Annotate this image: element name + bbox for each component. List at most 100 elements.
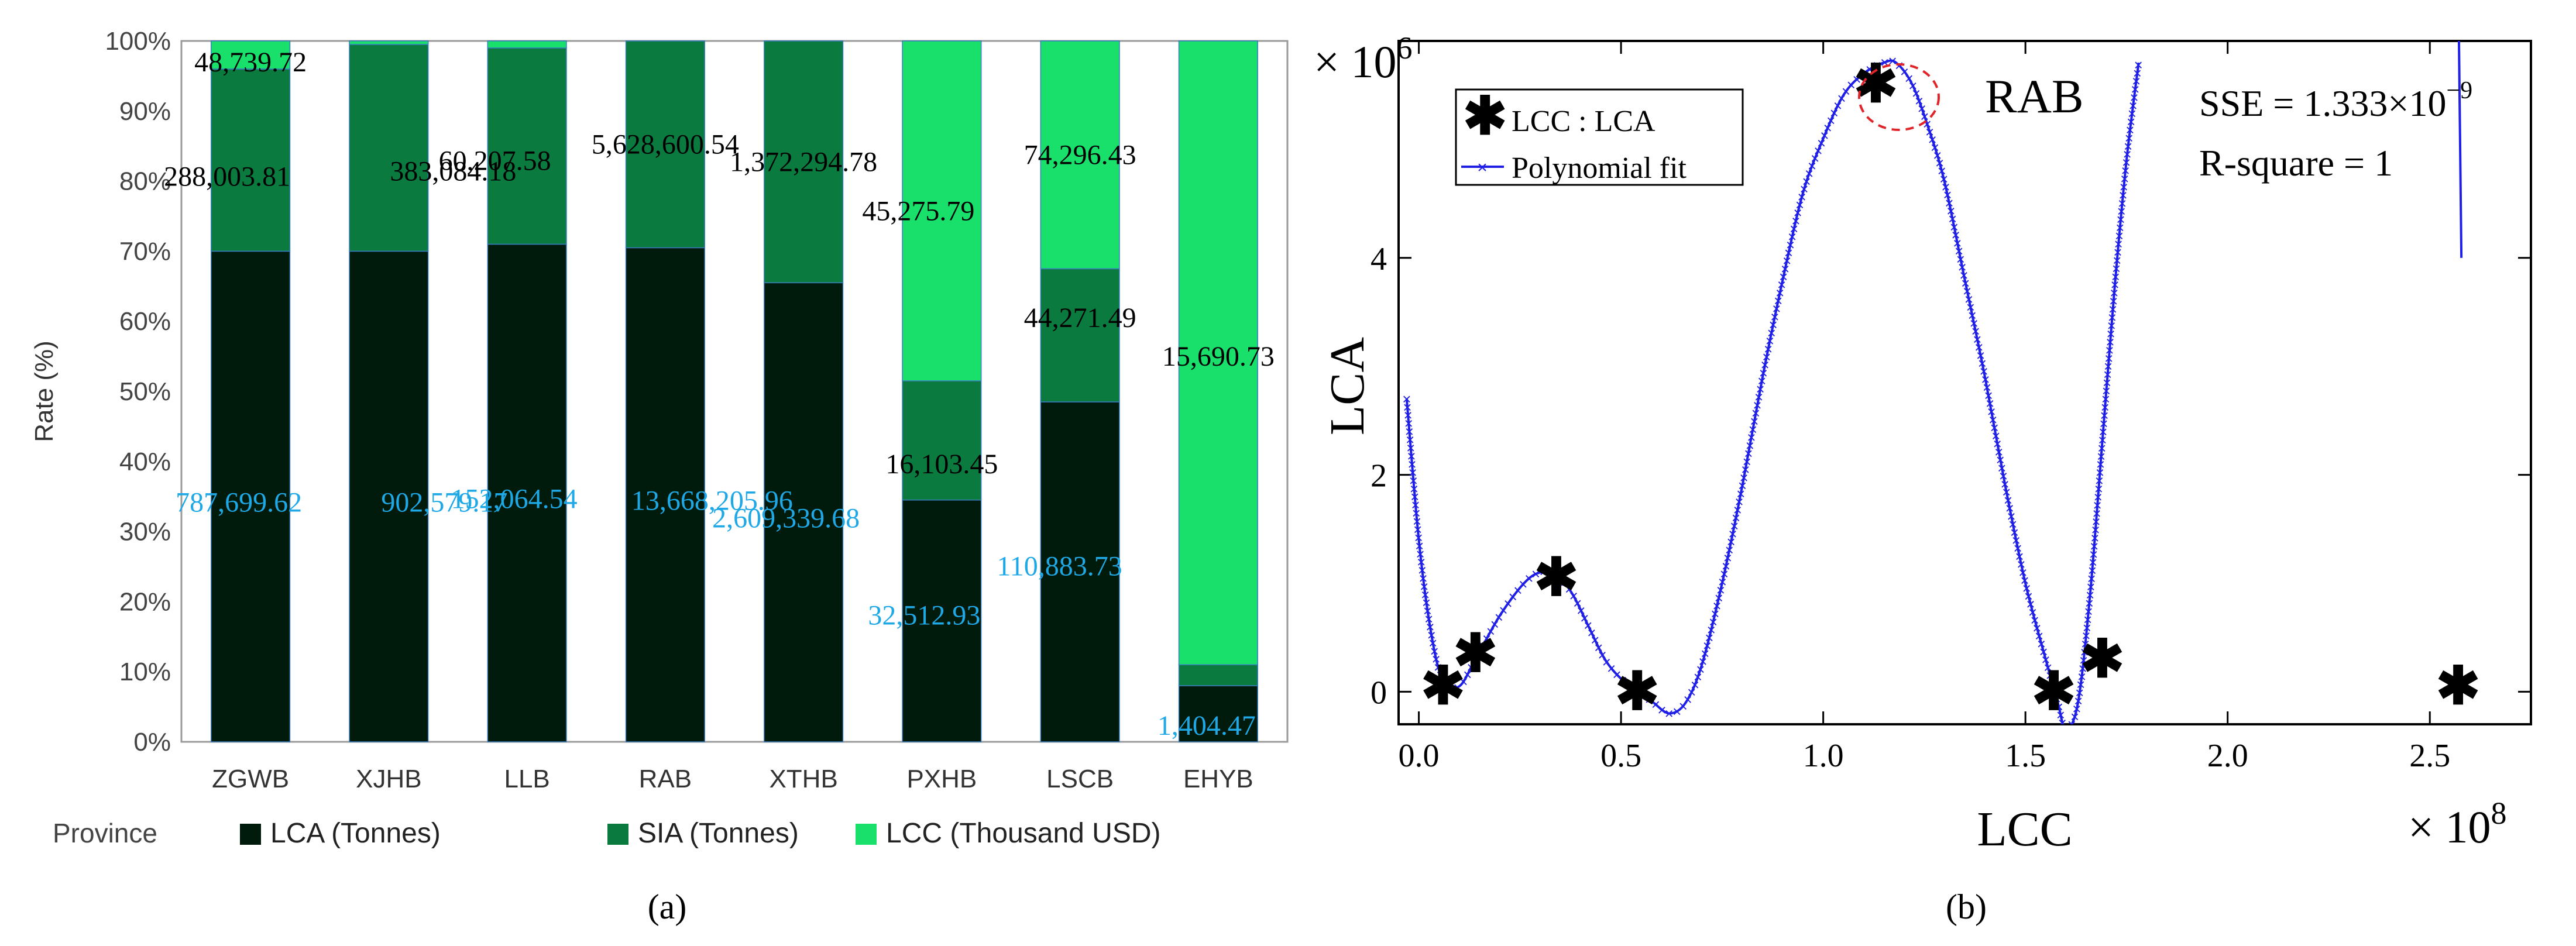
b-scatter-point: ✱ bbox=[1454, 625, 1497, 683]
b-fit-marker: × bbox=[1478, 637, 1487, 655]
b-fit-marker: × bbox=[1584, 617, 1592, 634]
b-fit-marker: × bbox=[2017, 556, 2025, 573]
b-fit-marker: × bbox=[2083, 619, 2091, 637]
a-y-tick-label: 90% bbox=[119, 97, 171, 126]
bar-segment bbox=[764, 40, 844, 284]
a-data-label: 902,579.17 bbox=[381, 487, 507, 518]
a-y-tick-label: 100% bbox=[105, 27, 171, 56]
a-x-axis-label: Province bbox=[53, 818, 157, 848]
bar-segment bbox=[902, 380, 982, 501]
b-fit-marker: × bbox=[1409, 472, 1418, 489]
b-fit-marker: × bbox=[2122, 146, 2131, 163]
b-fit-marker: × bbox=[1799, 180, 1808, 198]
b-legend-box bbox=[1455, 88, 1744, 186]
b-fit-marker: × bbox=[2117, 202, 2126, 220]
b-fit-marker: × bbox=[2107, 317, 2116, 334]
b-fit-marker: × bbox=[1933, 146, 1942, 164]
b-fit-marker: × bbox=[2004, 491, 2012, 509]
b-fit-marker: × bbox=[1747, 429, 1756, 446]
b-fit-marker: × bbox=[1950, 218, 1959, 236]
b-fit-marker: × bbox=[1912, 84, 1921, 102]
b-fit-marker: × bbox=[2104, 349, 2113, 367]
b-fit-marker: × bbox=[1453, 679, 1462, 696]
b-fit-marker: × bbox=[2026, 596, 2035, 613]
b-fit-marker: × bbox=[1988, 411, 1997, 428]
b-fit-marker: × bbox=[2082, 627, 2090, 645]
b-fit-marker: × bbox=[1837, 90, 1846, 107]
bar-segment bbox=[487, 47, 567, 245]
b-fit-marker: × bbox=[1941, 178, 1950, 195]
b-legend: ✱ LCC : LCA × Polynomial fit bbox=[1455, 88, 1744, 186]
b-fit-marker: × bbox=[2097, 439, 2106, 457]
b-fit-marker: × bbox=[1830, 104, 1839, 122]
a-x-tick-label: PXHB bbox=[906, 765, 977, 793]
b-fit-marker: × bbox=[1761, 356, 1770, 374]
a-data-label: 383,084.18 bbox=[390, 156, 516, 187]
b-fit-marker: × bbox=[1701, 645, 1709, 662]
b-fit-marker: × bbox=[1651, 696, 1660, 713]
b-fit-marker: × bbox=[2088, 562, 2097, 579]
bar-segment bbox=[487, 40, 567, 49]
b-fit-marker: × bbox=[1569, 587, 1578, 605]
b-fit-marker: × bbox=[2132, 73, 2141, 90]
b-fit-marker: × bbox=[2128, 105, 2137, 122]
a-y-tick-label: 50% bbox=[119, 377, 171, 406]
b-fit-marker: × bbox=[1979, 363, 1988, 380]
b-fit-marker: × bbox=[1602, 653, 1611, 670]
a-legend-label: SIA (Tonnes) bbox=[638, 818, 799, 849]
b-fit-marker: × bbox=[1994, 443, 2003, 460]
b-fit-marker: × bbox=[1423, 602, 1432, 620]
b-fit-marker: × bbox=[1639, 685, 1647, 703]
b-fit-marker: × bbox=[2018, 563, 2027, 581]
b-fit-marker: × bbox=[2043, 659, 2052, 676]
b-fit-marker: × bbox=[1718, 573, 1727, 591]
b-fit-marker: × bbox=[2041, 651, 2050, 668]
a-data-label: 110,883.73 bbox=[997, 551, 1122, 582]
b-fit-marker: × bbox=[1715, 589, 1723, 607]
b-fit-marker: × bbox=[1766, 332, 1774, 350]
b-fit-marker: × bbox=[1764, 340, 1773, 357]
b-fit-marker: × bbox=[1707, 621, 1716, 638]
b-fit-marker: × bbox=[2114, 235, 2123, 253]
b-fit-marker: × bbox=[2075, 684, 2084, 701]
b-fit-marker: × bbox=[1618, 672, 1627, 689]
b-fit-marker: × bbox=[2118, 186, 2127, 204]
b-fit-marker: × bbox=[1409, 463, 1417, 481]
b-scatter-point: ✱ bbox=[2032, 663, 2076, 721]
b-fit-marker: × bbox=[1958, 259, 1967, 276]
bar-segment bbox=[349, 40, 429, 45]
panel-b: 0.0 0.5 1.0 1.5 2.0 2.5 0 2 4 × 106 LCA LCC × 10… bbox=[1314, 30, 2532, 926]
a-data-label: 1,372,294.78 bbox=[730, 147, 877, 178]
b-fit-marker: × bbox=[1774, 292, 1782, 309]
b-fit-marker: × bbox=[2093, 497, 2102, 514]
b-fit-marker: × bbox=[1403, 398, 1411, 416]
b-fit-marker: × bbox=[1833, 97, 1842, 114]
b-fit-marker: × bbox=[1935, 154, 1944, 172]
b-fit-marker: × bbox=[1709, 613, 1718, 631]
b-fit-marker: × bbox=[1414, 529, 1423, 546]
b-fit-marker: × bbox=[2012, 532, 2021, 549]
b-fit-marker: × bbox=[2032, 619, 2041, 637]
bar-segment bbox=[625, 40, 705, 249]
b-fit-marker: × bbox=[2089, 545, 2098, 563]
b-fit-marker: × bbox=[2130, 88, 2138, 106]
b-fit-marker: × bbox=[1411, 496, 1420, 514]
b-fit-marker: × bbox=[1531, 565, 1540, 583]
b-fit-marker: × bbox=[1576, 602, 1585, 620]
bar-segment bbox=[487, 243, 567, 742]
b-fit-marker: × bbox=[1565, 580, 1574, 598]
b-fit-marker: × bbox=[2084, 603, 2093, 620]
b-x-tick-label: 0.5 bbox=[1600, 738, 1641, 774]
a-legend-swatch bbox=[607, 824, 628, 845]
b-fit-marker: × bbox=[2113, 252, 2121, 269]
bar-segment bbox=[1178, 664, 1258, 686]
b-fit-marker: × bbox=[2096, 456, 2105, 473]
a-data-label: 16,103.45 bbox=[885, 449, 998, 480]
b-fit-marker: × bbox=[1953, 234, 1962, 252]
b-fit-marker: × bbox=[1788, 228, 1797, 246]
b-fit-marker: × bbox=[2090, 537, 2098, 555]
a-y-tick-label: 70% bbox=[119, 237, 171, 266]
b-fit-marker: × bbox=[2101, 390, 2110, 408]
b-fit-marker: × bbox=[1964, 290, 1973, 308]
b-fit-marker: × bbox=[1842, 82, 1850, 100]
